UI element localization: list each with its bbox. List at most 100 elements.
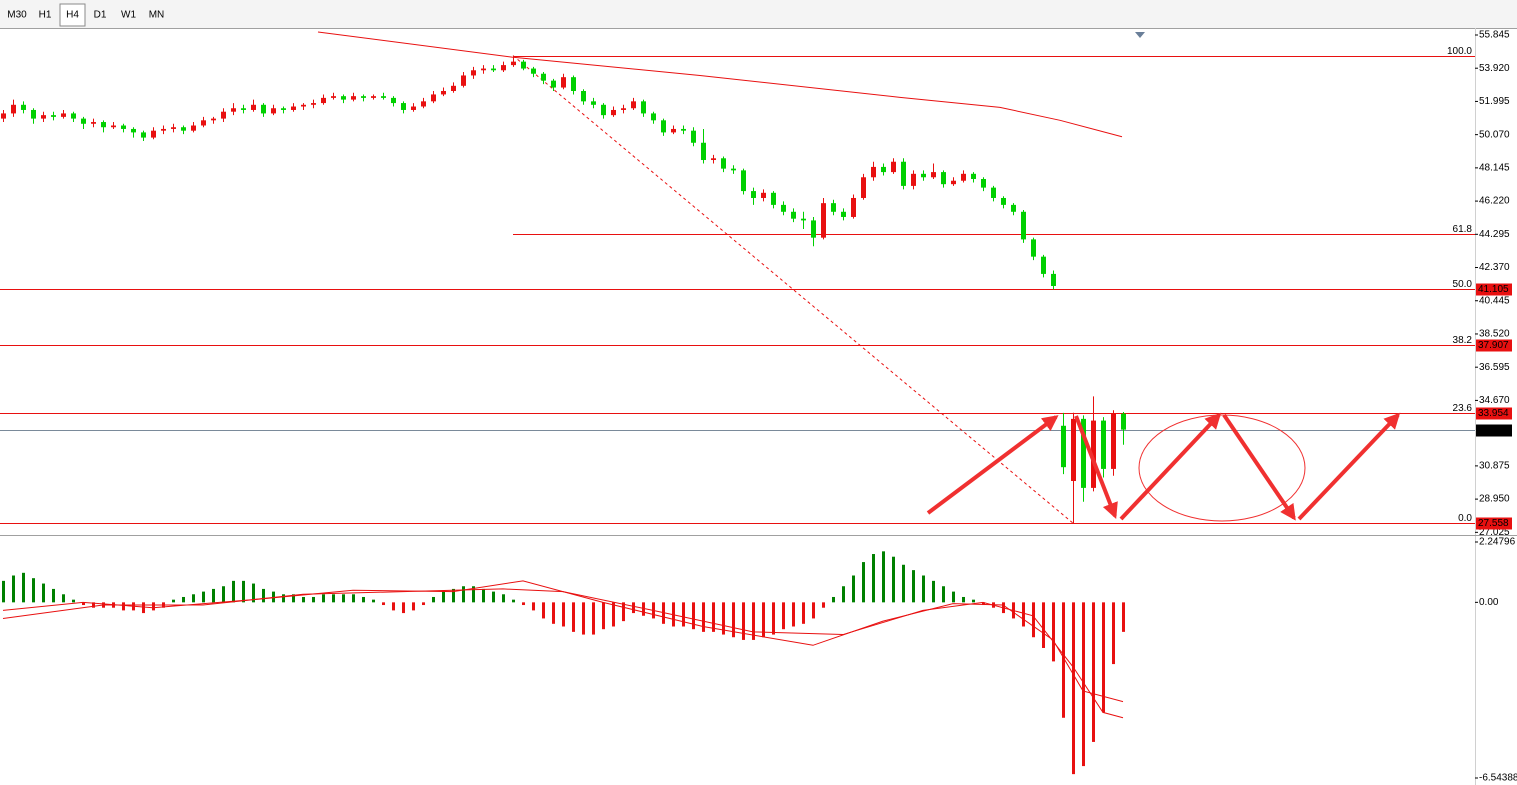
macd-bar	[462, 586, 465, 603]
candle-body	[211, 118, 216, 121]
macd-bar	[12, 575, 15, 603]
price-tag-label: 41.105	[1478, 284, 1509, 295]
macd-bar	[512, 599, 515, 603]
timeframe-button[interactable]: W1	[115, 4, 142, 26]
macd-bar	[1112, 602, 1115, 665]
candle-body	[1101, 420, 1106, 469]
candle-body	[901, 161, 906, 186]
button-label[interactable]: H4	[66, 10, 79, 21]
candle-body	[341, 96, 346, 100]
candle-body	[131, 128, 136, 133]
annotation-arrow	[926, 415, 1059, 515]
candle-body	[701, 142, 706, 161]
candle-body	[581, 90, 586, 102]
macd-bar	[792, 602, 795, 627]
timeframe-button[interactable]: MN	[145, 4, 168, 26]
candle-body	[421, 101, 426, 107]
macd-bar	[32, 578, 35, 603]
macd-bar	[972, 599, 975, 603]
candle-body	[471, 70, 476, 76]
candle-body	[361, 96, 366, 98]
y-tick-label: 38.520	[1479, 329, 1510, 340]
candle-body	[331, 96, 336, 98]
button-label[interactable]: M30	[7, 10, 27, 21]
macd-bar	[1072, 602, 1075, 775]
macd-line	[2, 588, 1124, 719]
fib-label: 100.0	[1447, 46, 1472, 57]
y-tick-label: 27.025	[1479, 527, 1510, 538]
candle-body	[751, 191, 756, 198]
macd-bar	[772, 602, 775, 635]
macd-bar	[592, 602, 595, 635]
macd-bar	[22, 572, 25, 603]
y-tick-label: 0.00	[1479, 597, 1499, 608]
button-frame[interactable]	[59, 3, 86, 27]
candle-body	[1071, 418, 1076, 481]
macd-bar	[142, 602, 145, 614]
candle-body	[681, 128, 686, 131]
candle-body	[951, 180, 956, 185]
macd-bar	[212, 588, 215, 603]
macd-bar	[692, 602, 695, 630]
candle-body	[991, 187, 996, 198]
fib-label: 50.0	[1453, 279, 1473, 290]
candle-body	[31, 109, 36, 119]
macd-bar	[362, 596, 365, 603]
candle-body	[351, 96, 356, 100]
macd-bar	[222, 586, 225, 603]
button-label[interactable]: D1	[94, 10, 107, 21]
candle-body	[281, 108, 286, 110]
candle-body	[601, 104, 606, 116]
candle-body	[241, 108, 246, 110]
candle-body	[1011, 204, 1016, 212]
y-tick-label: 50.070	[1479, 129, 1510, 140]
candle-body	[871, 166, 876, 178]
candle-body	[371, 96, 376, 98]
candle-body	[171, 127, 176, 129]
candle-body	[791, 211, 796, 219]
macd-bar	[632, 602, 635, 614]
macd-bar	[492, 591, 495, 603]
candle-body	[41, 115, 46, 119]
candle-body	[121, 125, 126, 129]
timeframe-button[interactable]: H1	[33, 4, 57, 26]
timeframe-button[interactable]: H4	[59, 3, 86, 27]
macd-bar	[372, 599, 375, 603]
candle-body	[1091, 420, 1096, 488]
macd-bar	[192, 594, 195, 603]
y-tick-label: 44.295	[1479, 229, 1510, 240]
toolbar: M30 H1 H4 D1 W1 MN	[4, 3, 168, 27]
candle-body	[321, 97, 326, 104]
macd-bar	[762, 602, 765, 638]
macd-bar	[722, 602, 725, 635]
y-tick-label: 34.670	[1479, 395, 1510, 406]
candle-body	[1021, 211, 1026, 240]
annotation-arrow	[1119, 412, 1222, 521]
timeframe-button[interactable]: D1	[88, 4, 112, 26]
candle-body	[1061, 425, 1066, 468]
macd-bar	[802, 602, 805, 624]
y-tick-label: 40.445	[1479, 295, 1510, 306]
macd-bar	[342, 594, 345, 603]
candle-body	[111, 125, 116, 128]
price-tag	[1476, 424, 1512, 437]
button-label[interactable]: W1	[121, 10, 136, 21]
button-label[interactable]: H1	[39, 10, 52, 21]
candle-body	[731, 168, 736, 171]
macd-bar	[982, 602, 985, 606]
candle-body	[621, 108, 626, 110]
price-tag	[1476, 517, 1512, 530]
fib-label: 61.8	[1453, 224, 1473, 235]
timeframe-button[interactable]: M30	[4, 4, 30, 26]
macd-bar	[282, 594, 285, 603]
candle-body	[161, 128, 166, 131]
button-label[interactable]: MN	[149, 10, 165, 21]
macd-bar	[242, 580, 245, 603]
candle-body	[301, 104, 306, 107]
candle-body	[1121, 413, 1126, 430]
macd-bar	[412, 602, 415, 611]
candle-body	[51, 115, 56, 117]
macd-bar	[932, 580, 935, 603]
candle-body	[911, 173, 916, 186]
candle-body	[1001, 197, 1006, 205]
